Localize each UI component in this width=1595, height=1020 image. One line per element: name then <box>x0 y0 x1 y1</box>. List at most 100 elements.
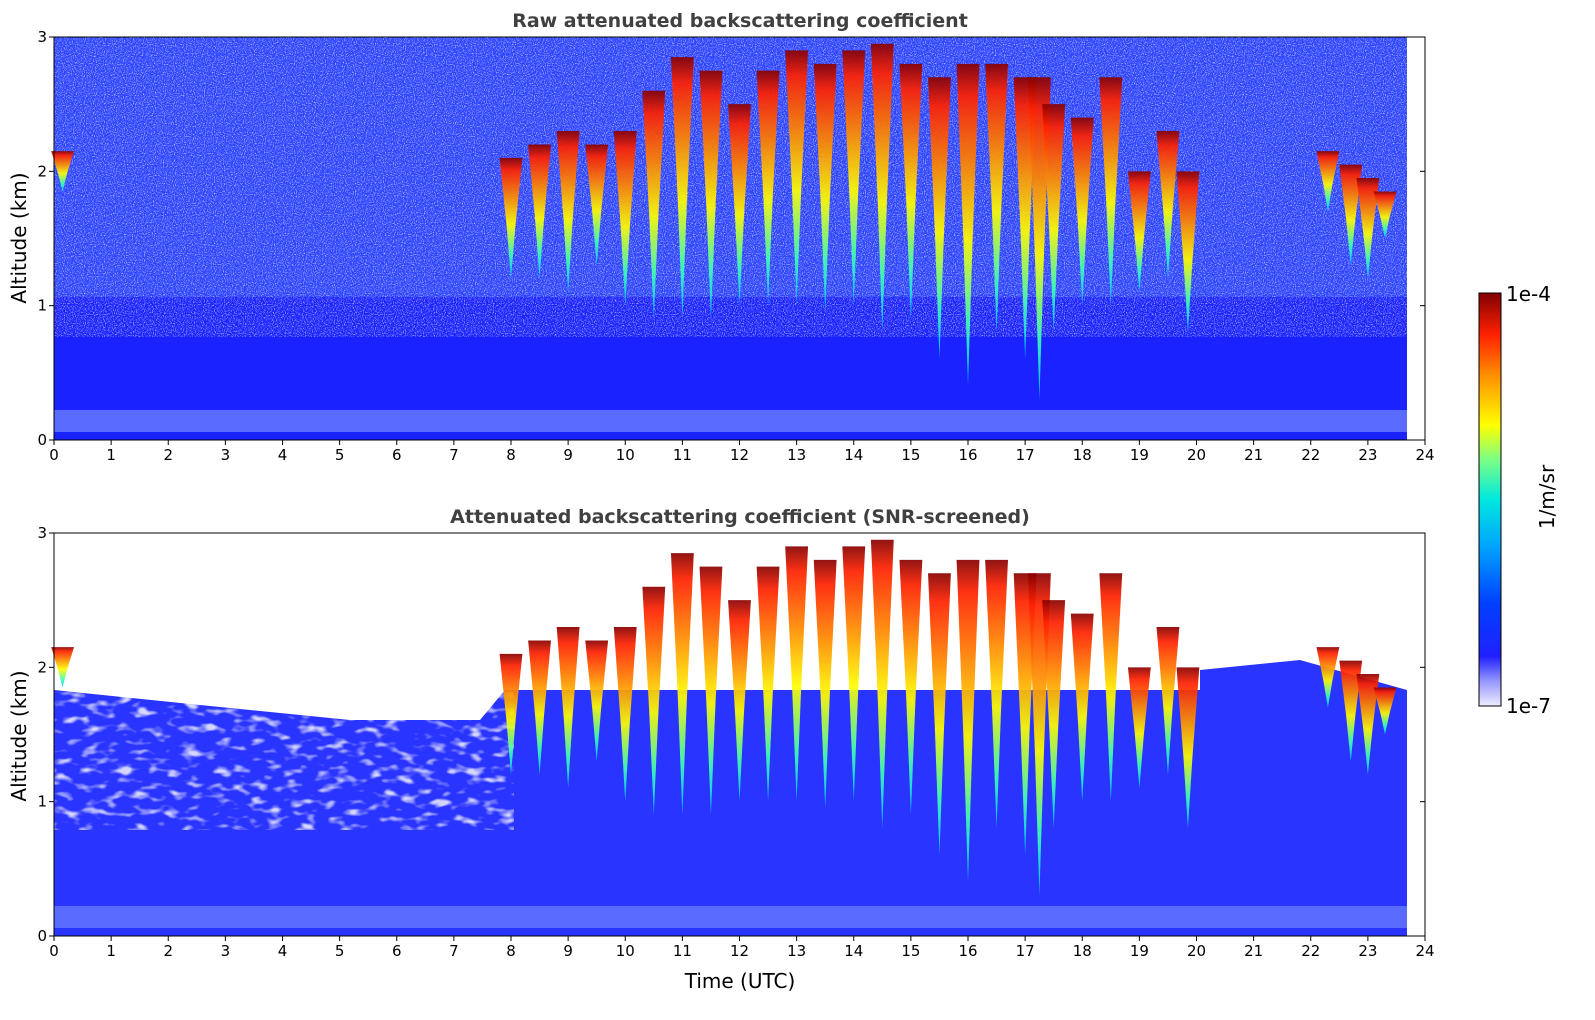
cloud-plume-21 <box>1042 600 1066 829</box>
x-tick-label: 21 <box>1244 942 1263 960</box>
x-tick-label: 6 <box>392 446 402 464</box>
cloud-plume-15 <box>899 63 923 320</box>
cloud-plume-5 <box>613 627 637 802</box>
cloud-plume-12 <box>813 559 837 809</box>
cloud-plume-5 <box>613 131 637 306</box>
cloud-plume-0 <box>51 647 74 688</box>
x-tick-label: 11 <box>673 942 692 960</box>
bottom-panel-title: Attenuated backscattering coefficient (S… <box>450 506 1030 528</box>
cloud-plume-27 <box>1316 647 1340 708</box>
cloud-plume-7 <box>670 553 694 816</box>
cloud-plume-29 <box>1356 674 1380 775</box>
cloud-plume-25 <box>1156 627 1180 775</box>
x-tick-label: 24 <box>1415 942 1434 960</box>
x-tick-label: 16 <box>958 942 977 960</box>
cloud-plume-7 <box>670 57 694 320</box>
y-tick-label: 2 <box>37 162 47 180</box>
y-tick-label: 2 <box>37 658 47 676</box>
x-tick-label: 11 <box>673 446 692 464</box>
x-tick-label: 9 <box>563 446 573 464</box>
cloud-plume-2 <box>528 144 551 279</box>
top-y-axis-label: Altitude (km) <box>7 172 31 303</box>
x-tick-label: 4 <box>278 942 288 960</box>
cloud-plume-20 <box>1027 573 1051 896</box>
y-tick-label: 1 <box>37 297 47 315</box>
cloud-plume-3 <box>556 131 580 293</box>
cloud-plume-14 <box>870 43 894 333</box>
x-tick-label: 24 <box>1415 446 1434 464</box>
x-tick-label: 17 <box>1016 942 1035 960</box>
x-tick-label: 3 <box>221 446 231 464</box>
cloud-plume-15 <box>899 559 923 816</box>
y-tick-label: 3 <box>37 524 47 542</box>
cloud-plume-17 <box>956 63 980 387</box>
x-tick-label: 0 <box>49 942 59 960</box>
cloud-plume-10 <box>756 70 780 306</box>
x-tick-label: 22 <box>1301 942 1320 960</box>
x-tick-label: 10 <box>616 942 635 960</box>
bottom-y-ticks: 0 1 2 3 <box>37 524 1425 945</box>
cloud-plume-25 <box>1156 131 1180 279</box>
x-tick-label: 15 <box>901 942 920 960</box>
x-tick-label: 7 <box>449 446 459 464</box>
cloud-plume-20 <box>1027 77 1051 400</box>
colorbar-units-label: 1/m/sr <box>1535 464 1559 529</box>
x-tick-label: 12 <box>730 446 749 464</box>
cloud-plume-29 <box>1356 178 1380 279</box>
x-tick-label: 23 <box>1358 446 1377 464</box>
x-tick-label: 14 <box>844 942 863 960</box>
x-tick-label: 15 <box>901 446 920 464</box>
cloud-plume-23 <box>1099 77 1123 306</box>
cloud-plume-1 <box>499 653 523 775</box>
cloud-plume-30 <box>1373 687 1397 735</box>
cloud-plume-21 <box>1042 104 1066 333</box>
bottom-blotches <box>54 680 514 830</box>
x-tick-label: 14 <box>844 446 863 464</box>
cloud-plume-13 <box>842 50 866 306</box>
cloud-plume-16 <box>928 573 951 856</box>
colorbar-min-label: 1e-7 <box>1506 694 1551 718</box>
y-tick-label: 1 <box>37 793 47 811</box>
cloud-plume-26 <box>1176 171 1200 333</box>
cloud-plume-22 <box>1070 117 1094 306</box>
cloud-plume-16 <box>928 77 951 360</box>
x-tick-label: 12 <box>730 942 749 960</box>
x-tick-label: 4 <box>278 446 288 464</box>
cloud-plume-24 <box>1127 667 1151 789</box>
x-tick-label: 2 <box>163 942 173 960</box>
x-tick-label: 5 <box>335 446 345 464</box>
cloud-plume-9 <box>728 104 751 306</box>
colorbar: 1e-4 1e-7 1/m/sr <box>1478 282 1559 718</box>
x-tick-label: 1 <box>106 446 116 464</box>
cloud-plume-11 <box>785 50 809 306</box>
cloud-plume-23 <box>1099 573 1123 802</box>
cloud-plume-11 <box>785 546 809 802</box>
cloud-plume-17 <box>956 559 980 883</box>
x-tick-label: 17 <box>1016 446 1035 464</box>
cloud-plume-6 <box>642 586 666 816</box>
x-tick-label: 13 <box>787 446 806 464</box>
cloud-plume-10 <box>756 566 780 802</box>
top-speckle <box>54 37 1407 337</box>
cloud-plume-0 <box>51 151 74 192</box>
bottom-surface-layer <box>54 906 1407 928</box>
bottom-plot-area <box>51 532 1426 937</box>
x-tick-label: 0 <box>49 446 59 464</box>
cloud-plume-28 <box>1339 164 1363 266</box>
y-tick-label: 0 <box>37 431 47 449</box>
cloud-plume-4 <box>585 640 609 762</box>
x-tick-label: 19 <box>1130 446 1149 464</box>
y-tick-label: 3 <box>37 28 47 46</box>
x-tick-label: 13 <box>787 942 806 960</box>
top-plot-area <box>51 36 1426 441</box>
bottom-cloud-layer <box>51 539 1397 896</box>
top-surface-layer <box>54 410 1407 432</box>
x-tick-label: 18 <box>1073 942 1092 960</box>
x-tick-label: 19 <box>1130 942 1149 960</box>
top-cloud-layer <box>51 43 1397 400</box>
cloud-plume-13 <box>842 546 866 802</box>
x-tick-label: 20 <box>1187 446 1206 464</box>
bottom-x-ticks: 0 1 2 3 4 5 6 7 8 9 10 11 12 13 14 15 16 17 18 19 20 21 22 23 24 <box>49 936 1435 960</box>
x-axis-label: Time (UTC) <box>684 969 796 993</box>
